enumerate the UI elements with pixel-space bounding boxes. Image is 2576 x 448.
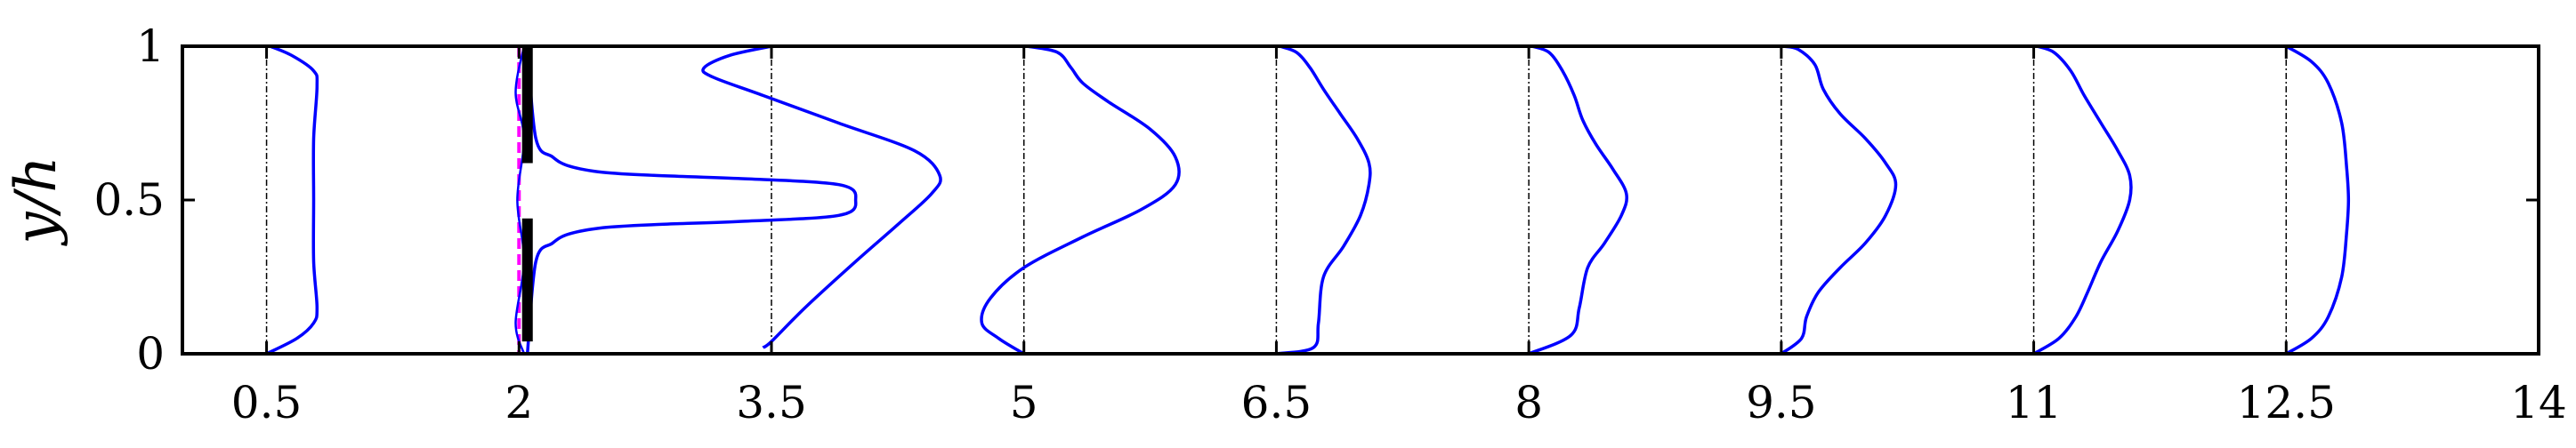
profile-curve [980, 44, 1181, 356]
profile-curve [265, 44, 319, 356]
y-axis-label: y/h [4, 156, 69, 247]
y-tick-label: 0.5 [93, 174, 165, 226]
inlet-layer [514, 45, 526, 355]
profile-curve [2285, 44, 2351, 356]
x-tick-label: 3.5 [736, 377, 807, 428]
x-tick-label: 14 [2510, 377, 2567, 428]
x-tick-label: 2 [505, 377, 533, 428]
profiles-layer [265, 44, 2351, 356]
x-tick-label: 11 [2006, 377, 2063, 428]
ticks-layer: 0.5 2 3.5 5 6.5 8 9.5 11 12.5 14 0 0.5 1 [93, 20, 2566, 428]
profile-curve [701, 44, 942, 349]
inlet-profile-curve [514, 45, 526, 355]
plot-frame [181, 44, 2540, 356]
x-tick-label: 6.5 [1241, 377, 1312, 428]
x-tick-label: 8 [1514, 377, 1543, 428]
profile-curve [525, 45, 858, 355]
profile-curve [1528, 44, 1628, 356]
x-tick-label: 9.5 [1746, 377, 1817, 428]
y-tick-label: 0 [136, 328, 165, 380]
profile-curve [2032, 44, 2133, 356]
x-tick-label: 5 [1010, 377, 1038, 428]
y-tick-label: 1 [136, 20, 165, 72]
profile-curve [1276, 44, 1372, 356]
x-tick-label: 0.5 [231, 377, 303, 428]
x-tick-label: 12.5 [2237, 377, 2336, 428]
reference-lines-layer [265, 46, 2288, 354]
profile-curve [1780, 44, 1898, 356]
